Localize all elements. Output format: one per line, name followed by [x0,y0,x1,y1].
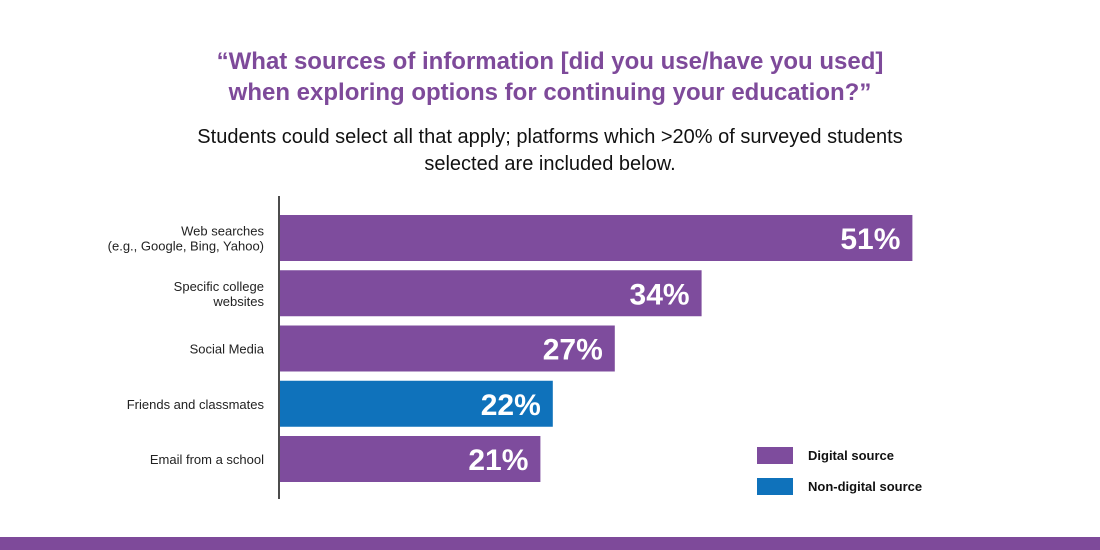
bar-2 [280,270,702,317]
category-label-line: Specific college [174,279,264,294]
chart-subtitle-line-2: selected are included below. [424,153,676,175]
category-label-line: Web searches [181,224,264,239]
legend-label-digital: Digital source [808,448,894,463]
category-label-line: Email from a school [150,452,264,467]
category-label-line: Social Media [190,342,265,357]
category-label-2: Specific college websites [174,279,265,309]
value-label-2: 34% [630,278,690,311]
legend-swatch-digital [757,447,793,464]
value-label-3: 27% [543,334,603,367]
legend-swatch-non-digital [757,478,793,495]
chart-title-line-2: when exploring options for continuing yo… [228,79,872,106]
legend-label-non-digital: Non-digital source [808,479,922,494]
bar-4 [280,380,553,427]
bar-5 [280,436,541,482]
chart-title: “What sources of information [did you us… [0,46,1100,108]
footer-band [0,537,1100,550]
category-label-1: Web searches (e.g., Google, Bing, Yahoo) [108,224,265,254]
bars-layer: 51% Web searches (e.g., Google, Bing, Yaho… [108,215,913,482]
category-label-line: Friends and classmates [127,397,265,412]
category-label-5: Email from a school [150,452,264,467]
category-label-3: Social Media [190,342,265,357]
legend: Digital source Non-digital source [757,447,922,495]
category-label-line: (e.g., Google, Bing, Yahoo) [108,239,264,254]
value-label-1: 51% [840,223,900,256]
bar-3 [280,325,615,372]
value-label-4: 22% [481,389,541,422]
chart-subtitle-line-1: Students could select all that apply; pl… [197,126,903,148]
chart-title-line-1: “What sources of information [did you us… [216,48,884,75]
chart-subtitle: Students could select all that apply; pl… [0,124,1100,178]
category-label-4: Friends and classmates [127,397,265,412]
value-label-5: 21% [468,444,528,477]
category-label-line: websites [212,294,264,309]
bar-1 [280,215,913,261]
